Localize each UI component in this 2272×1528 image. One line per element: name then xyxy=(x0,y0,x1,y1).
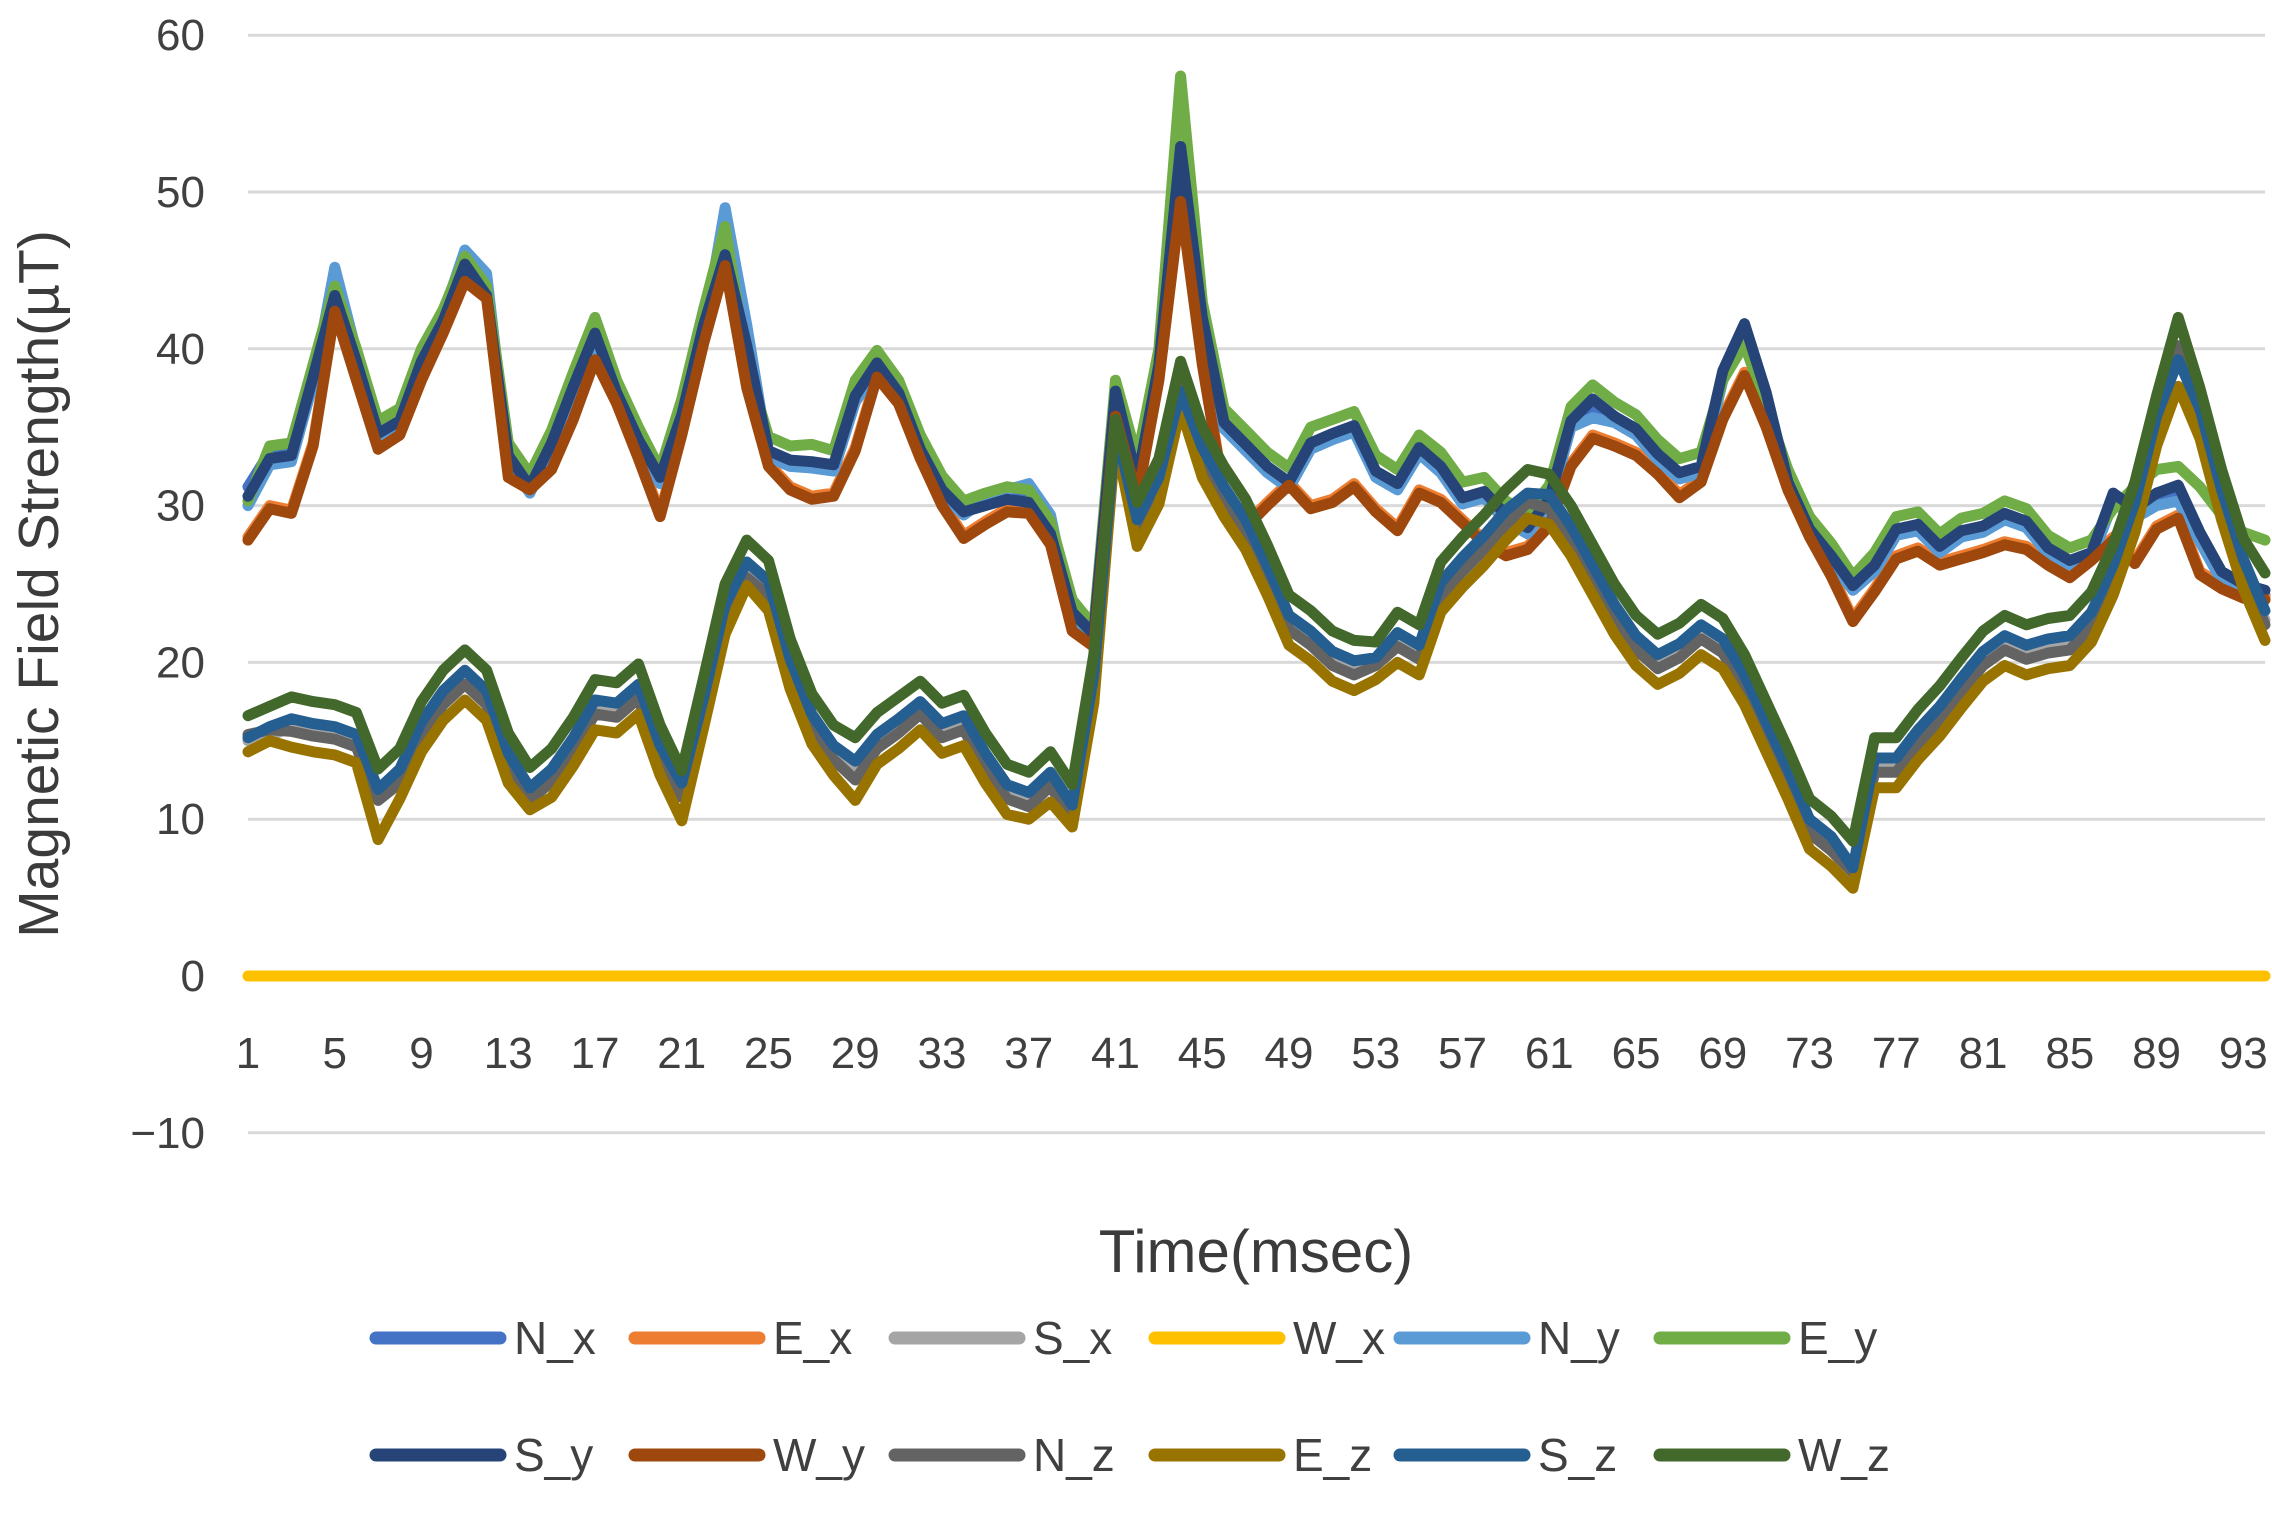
series-line-S_z xyxy=(242,354,2271,874)
x-tick-89: 89 xyxy=(2132,1029,2181,1078)
legend-label-N_y: N_y xyxy=(1538,1312,1620,1364)
series-line-E_y xyxy=(242,70,2271,632)
y-tick--10: −10 xyxy=(130,1109,205,1158)
y-tick-50: 50 xyxy=(156,168,205,217)
x-tick-41: 41 xyxy=(1091,1029,1140,1078)
legend-item-W_y: W_y xyxy=(628,1429,865,1481)
legend-label-N_z: N_z xyxy=(1033,1429,1115,1481)
legend-label-E_y: E_y xyxy=(1798,1312,1877,1364)
x-tick-81: 81 xyxy=(1959,1029,2008,1078)
y-axis-title: Magnetic Field Strength(µT) xyxy=(7,230,71,938)
legend-label-N_x: N_x xyxy=(514,1312,596,1364)
x-axis-tick-labels: 1 5 9 13 17 21 25 29 33 37 41 45 49 53 57 61 65 69 73 77 81 8… xyxy=(236,1029,2268,1078)
legend-item-E_z: E_z xyxy=(1148,1429,1372,1481)
series-line-S_y xyxy=(242,141,2271,640)
legend-item-W_z: W_z xyxy=(1653,1429,1890,1481)
x-tick-61: 61 xyxy=(1525,1029,1574,1078)
y-tick-30: 30 xyxy=(156,482,205,531)
x-tick-53: 53 xyxy=(1351,1029,1400,1078)
legend-label-S_x: S_x xyxy=(1033,1312,1112,1364)
legend-label-W_y: W_y xyxy=(773,1429,865,1481)
x-tick-1: 1 xyxy=(236,1029,260,1078)
legend-item-N_z: N_z xyxy=(888,1429,1115,1481)
x-tick-45: 45 xyxy=(1178,1029,1227,1078)
x-tick-73: 73 xyxy=(1785,1029,1834,1078)
series-line-E_z xyxy=(242,380,2271,894)
y-tick-40: 40 xyxy=(156,325,205,374)
x-tick-5: 5 xyxy=(323,1029,347,1078)
series-line-W_z xyxy=(242,311,2271,847)
series-line-N_z xyxy=(242,340,2271,878)
x-tick-77: 77 xyxy=(1872,1029,1921,1078)
x-tick-13: 13 xyxy=(484,1029,533,1078)
legend: N_x E_x S_x W_x N_y E_y S_y W_y N_z E_z S_z W_z xyxy=(369,1312,1890,1481)
x-tick-33: 33 xyxy=(918,1029,967,1078)
legend-item-N_x: N_x xyxy=(369,1312,596,1364)
legend-item-N_y: N_y xyxy=(1393,1312,1620,1364)
x-axis-title: Time(msec) xyxy=(1099,1218,1413,1285)
legend-label-S_y: S_y xyxy=(514,1429,593,1481)
legend-item-S_x: S_x xyxy=(888,1312,1112,1364)
x-tick-69: 69 xyxy=(1698,1029,1747,1078)
legend-label-W_x: W_x xyxy=(1293,1312,1385,1364)
x-tick-25: 25 xyxy=(744,1029,793,1078)
x-tick-37: 37 xyxy=(1004,1029,1053,1078)
x-tick-9: 9 xyxy=(409,1029,433,1078)
legend-label-W_z: W_z xyxy=(1798,1429,1890,1481)
series-lines xyxy=(242,70,2271,982)
legend-label-E_x: E_x xyxy=(773,1312,852,1364)
y-tick-10: 10 xyxy=(156,795,205,844)
y-axis-tick-labels: 60 50 40 30 20 10 0 −10 xyxy=(130,11,205,1158)
legend-label-S_z: S_z xyxy=(1538,1429,1617,1481)
x-tick-65: 65 xyxy=(1612,1029,1661,1078)
legend-item-S_y: S_y xyxy=(369,1429,593,1481)
legend-item-S_z: S_z xyxy=(1393,1429,1617,1481)
x-tick-49: 49 xyxy=(1265,1029,1314,1078)
legend-item-W_x: W_x xyxy=(1148,1312,1385,1364)
x-tick-29: 29 xyxy=(831,1029,880,1078)
x-tick-17: 17 xyxy=(571,1029,620,1078)
x-tick-85: 85 xyxy=(2045,1029,2094,1078)
x-tick-93: 93 xyxy=(2219,1029,2268,1078)
legend-label-E_z: E_z xyxy=(1293,1429,1372,1481)
y-tick-60: 60 xyxy=(156,11,205,60)
legend-item-E_x: E_x xyxy=(628,1312,852,1364)
x-tick-21: 21 xyxy=(657,1029,706,1078)
y-tick-0: 0 xyxy=(181,952,205,1001)
y-tick-20: 20 xyxy=(156,638,205,687)
legend-item-E_y: E_y xyxy=(1653,1312,1877,1364)
x-tick-57: 57 xyxy=(1438,1029,1487,1078)
